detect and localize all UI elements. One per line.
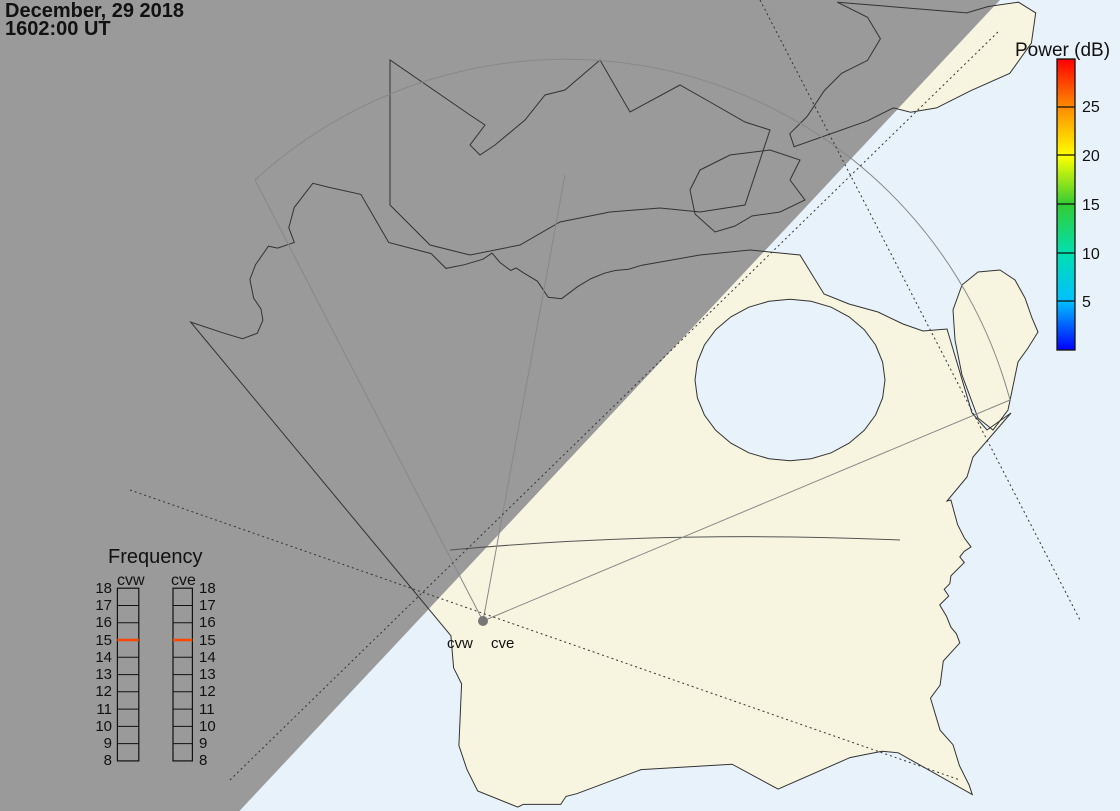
- svg-text:10: 10: [199, 718, 216, 735]
- svg-text:14: 14: [199, 649, 216, 666]
- svg-text:13: 13: [199, 666, 216, 683]
- svg-text:25: 25: [1082, 99, 1100, 116]
- svg-text:15: 15: [95, 632, 112, 649]
- svg-text:9: 9: [104, 735, 112, 752]
- svg-text:12: 12: [95, 683, 112, 700]
- svg-text:13: 13: [95, 666, 112, 683]
- svg-text:cvw: cvw: [117, 572, 145, 589]
- svg-text:14: 14: [95, 649, 112, 666]
- svg-text:Power (dB): Power (dB): [1015, 40, 1110, 61]
- svg-text:17: 17: [199, 597, 216, 614]
- svg-text:cve: cve: [491, 635, 514, 652]
- svg-text:5: 5: [1082, 294, 1091, 311]
- svg-text:16: 16: [95, 614, 112, 631]
- svg-text:15: 15: [199, 632, 216, 649]
- svg-text:20: 20: [1082, 148, 1100, 165]
- svg-text:8: 8: [104, 752, 112, 769]
- svg-text:11: 11: [199, 701, 215, 718]
- svg-text:10: 10: [1082, 246, 1100, 263]
- svg-text:1602:00 UT: 1602:00 UT: [5, 18, 111, 40]
- svg-text:cve: cve: [171, 572, 196, 589]
- svg-text:15: 15: [1082, 197, 1100, 214]
- svg-text:10: 10: [95, 718, 112, 735]
- svg-text:9: 9: [199, 735, 207, 752]
- svg-text:16: 16: [199, 614, 216, 631]
- svg-text:18: 18: [95, 580, 112, 597]
- svg-text:Frequency: Frequency: [108, 546, 203, 568]
- svg-text:11: 11: [96, 701, 112, 718]
- svg-text:12: 12: [199, 683, 216, 700]
- svg-text:17: 17: [95, 597, 112, 614]
- svg-text:cvw: cvw: [447, 635, 473, 652]
- svg-text:8: 8: [199, 752, 207, 769]
- svg-text:18: 18: [199, 580, 216, 597]
